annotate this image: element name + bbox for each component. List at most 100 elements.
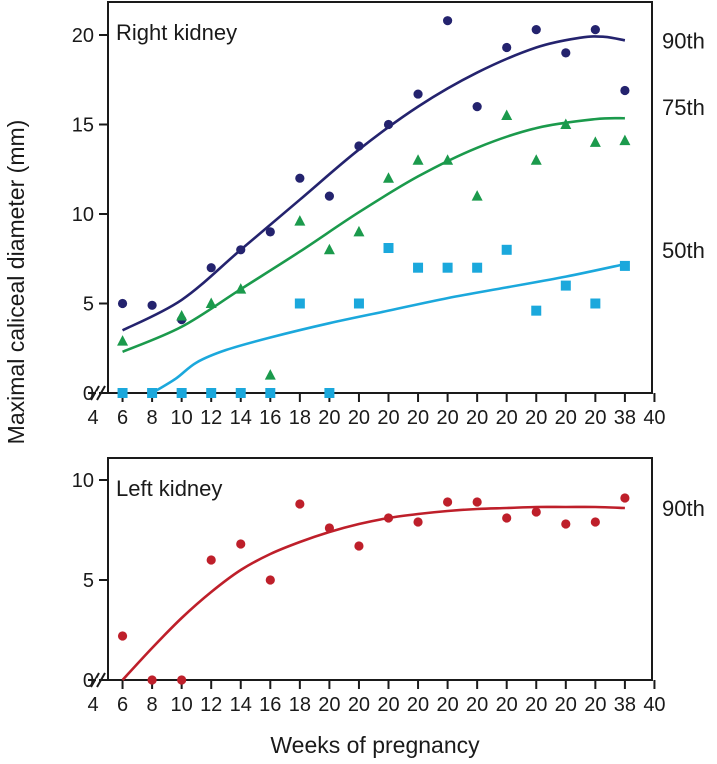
- data-point-50th: [383, 243, 394, 254]
- x-tick-label: 10: [171, 694, 193, 716]
- data-point-50th: [501, 244, 512, 255]
- x-tick-label: 14: [230, 694, 252, 716]
- data-point-90th: [531, 25, 541, 35]
- data-point-90th: [620, 493, 630, 503]
- x-tick-label: 20: [466, 694, 488, 716]
- x-tick-label: 20: [555, 694, 577, 716]
- x-tick-label: 20: [348, 694, 370, 716]
- percentile-label: 90th: [662, 28, 705, 53]
- data-point-90th: [472, 497, 482, 507]
- data-point-50th: [206, 388, 217, 398]
- x-tick-label: 14: [230, 407, 252, 429]
- data-point-90th: [590, 517, 600, 527]
- x-tick-label: 4: [87, 407, 98, 429]
- x-tick-label: 8: [147, 694, 158, 716]
- y-tick-label: 10: [72, 204, 94, 226]
- data-point-90th: [413, 517, 423, 527]
- data-point-75th: [264, 369, 276, 380]
- x-tick-label: 20: [525, 407, 547, 429]
- x-tick-label: 20: [377, 407, 399, 429]
- data-point-75th: [235, 283, 247, 294]
- data-point-90th: [295, 173, 305, 183]
- x-tick-label: 20: [407, 407, 429, 429]
- data-point-75th: [383, 172, 394, 183]
- x-tick-label: 38: [614, 407, 636, 429]
- data-point-75th: [117, 335, 129, 346]
- data-point-90th: [117, 298, 128, 309]
- x-tick-label: 18: [289, 694, 311, 716]
- data-point-90th: [236, 539, 246, 549]
- x-tick-label: 16: [259, 407, 281, 429]
- x-tick-label: 16: [259, 694, 281, 716]
- data-point-90th: [413, 89, 423, 99]
- data-point-75th: [619, 134, 631, 146]
- data-point-90th: [206, 555, 216, 565]
- data-point-90th: [236, 245, 246, 255]
- data-point-90th: [147, 300, 157, 310]
- plot-frame: [107, 1, 653, 394]
- axis-break-mark: [90, 385, 100, 401]
- data-point-50th: [294, 298, 305, 309]
- data-point-75th: [323, 243, 335, 255]
- x-tick-label: 20: [555, 407, 577, 429]
- percentile-label: 50th: [662, 238, 705, 263]
- x-tick-label: 40: [643, 694, 665, 716]
- x-tick-label: 20: [348, 407, 370, 429]
- data-point-50th: [560, 280, 571, 291]
- data-point-90th: [502, 42, 512, 53]
- data-point-90th: [620, 85, 630, 96]
- axis-break-mark: [96, 385, 106, 401]
- y-tick-label: 15: [72, 115, 94, 137]
- x-tick-label: 8: [147, 407, 158, 429]
- data-point-50th: [442, 262, 453, 273]
- x-tick-label: 12: [200, 694, 222, 716]
- series-curve-90th: [121, 505, 625, 681]
- data-point-90th: [354, 141, 364, 151]
- x-tick-label: 20: [407, 694, 429, 716]
- x-tick-label: 18: [289, 407, 311, 429]
- data-point-50th: [117, 388, 128, 398]
- data-point-90th: [590, 25, 600, 35]
- data-point-50th: [472, 262, 483, 273]
- data-point-90th: [265, 575, 275, 585]
- x-axis-title: Weeks of pregnancy: [270, 732, 480, 758]
- data-point-75th: [353, 225, 365, 237]
- x-tick-label: 4: [87, 694, 98, 716]
- data-point-90th: [354, 541, 364, 551]
- data-point-50th: [235, 388, 246, 398]
- x-tick-label: 20: [377, 694, 399, 716]
- data-point-50th: [265, 388, 276, 398]
- right-kidney-panel: Right kidney0510152046810121416182020202…: [72, 1, 705, 429]
- data-point-90th: [383, 513, 394, 523]
- x-tick-label: 20: [525, 694, 547, 716]
- series-curve-90th: [121, 35, 626, 332]
- x-tick-label: 10: [171, 407, 193, 429]
- x-tick-label: 20: [436, 694, 458, 716]
- data-point-90th: [206, 263, 216, 273]
- data-point-90th: [295, 499, 305, 509]
- data-point-90th: [561, 519, 571, 529]
- data-point-90th: [177, 675, 187, 685]
- data-point-90th: [383, 119, 394, 130]
- x-tick-label: 20: [496, 407, 518, 429]
- data-point-90th: [502, 513, 512, 523]
- x-tick-label: 20: [496, 694, 518, 716]
- y-tick-label: 5: [83, 570, 94, 592]
- data-point-50th: [147, 388, 158, 398]
- axis-break-gap: [96, 391, 99, 395]
- data-point-90th: [443, 16, 453, 26]
- y-axis-title: Maximal caliceal diameter (mm): [3, 120, 29, 445]
- axis-break-mark: [90, 672, 100, 688]
- data-point-75th: [442, 154, 454, 165]
- data-point-90th: [147, 675, 157, 685]
- x-tick-label: 20: [436, 407, 458, 429]
- x-tick-label: 20: [584, 694, 606, 716]
- x-tick-label: 20: [318, 407, 340, 429]
- data-point-75th: [412, 154, 424, 165]
- x-tick-label: 20: [466, 407, 488, 429]
- percentile-label: 75th: [662, 95, 705, 120]
- x-tick-label: 20: [318, 694, 340, 716]
- data-point-50th: [590, 298, 601, 309]
- axis-break-mark: [96, 672, 106, 688]
- data-point-50th: [324, 388, 335, 398]
